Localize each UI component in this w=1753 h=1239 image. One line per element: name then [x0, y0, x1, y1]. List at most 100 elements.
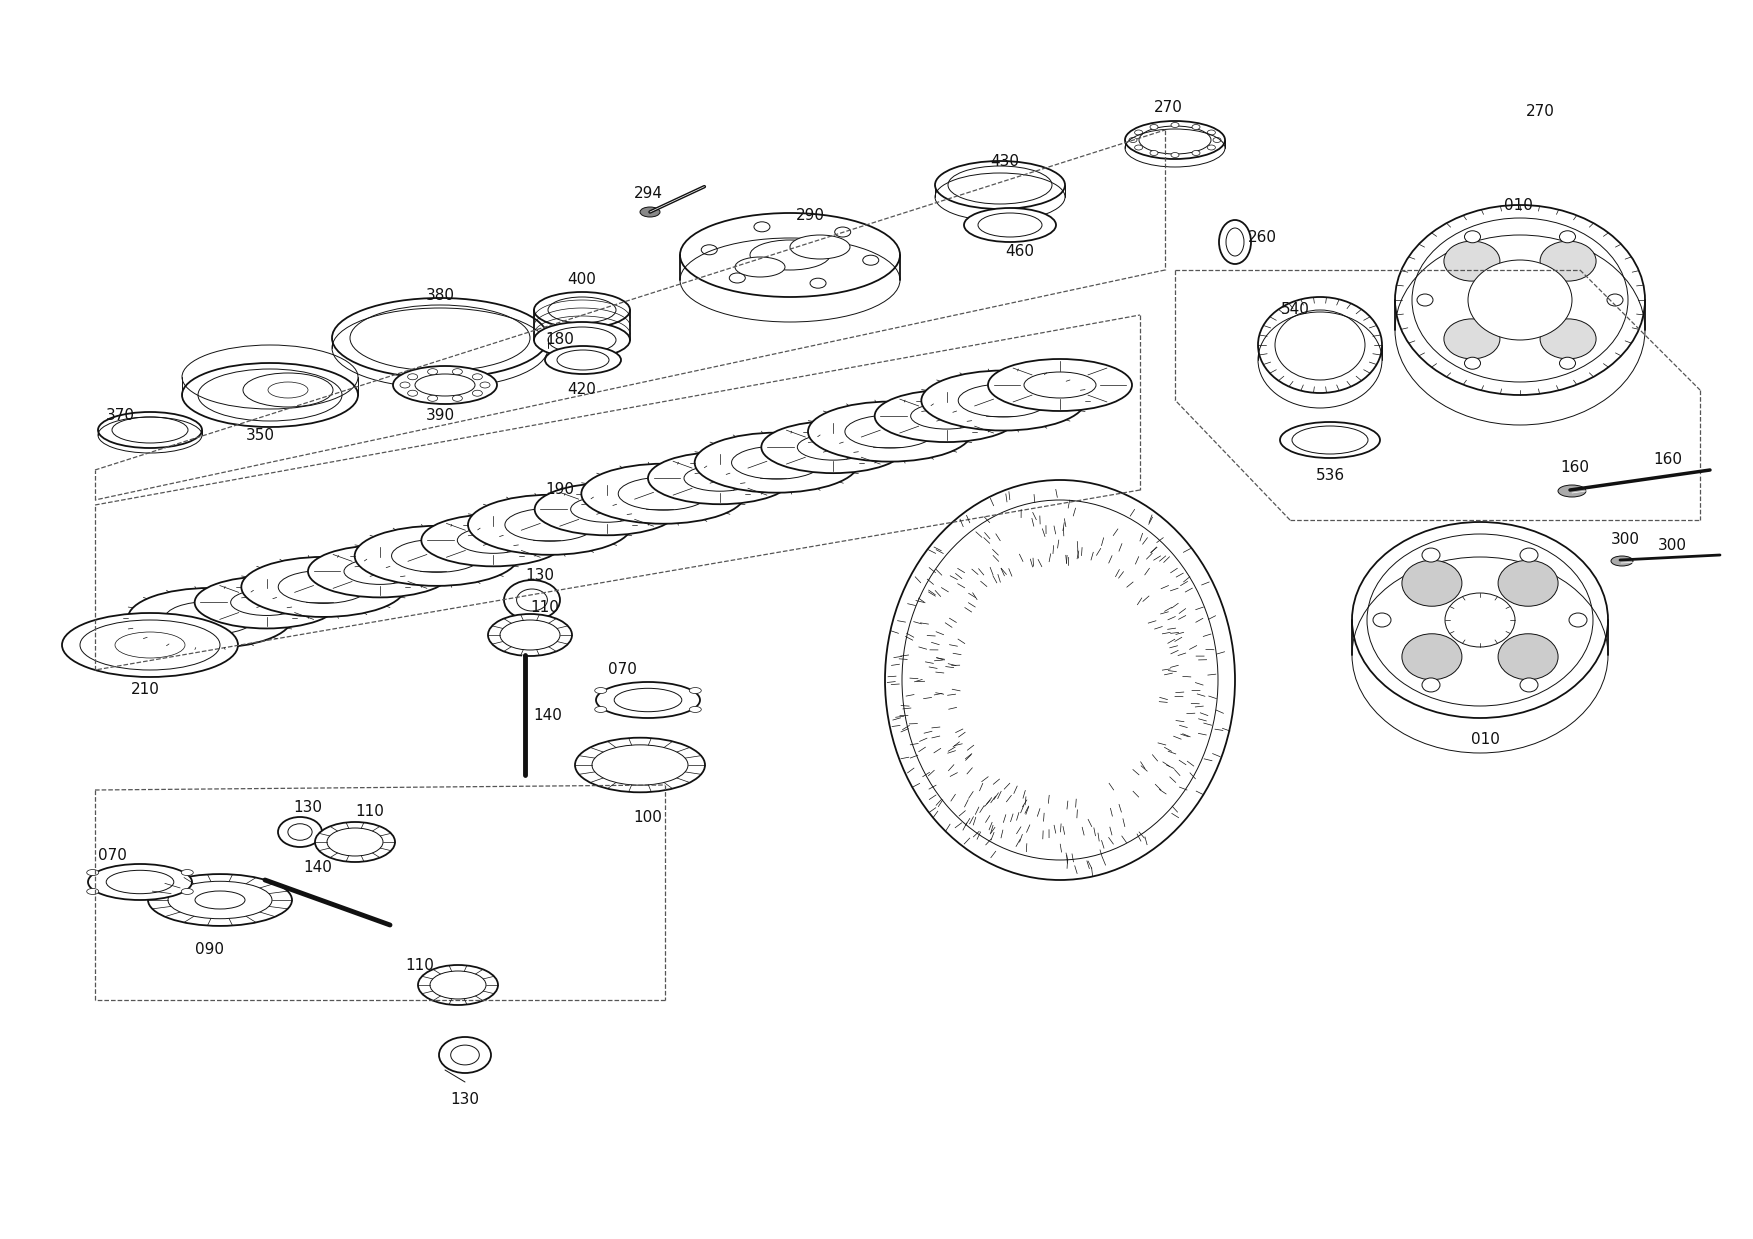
Ellipse shape — [128, 589, 293, 648]
Ellipse shape — [549, 297, 615, 323]
Text: 070: 070 — [98, 847, 126, 862]
Text: 160: 160 — [1560, 461, 1590, 476]
Ellipse shape — [81, 620, 219, 670]
Text: 300: 300 — [1658, 538, 1686, 553]
Ellipse shape — [571, 497, 643, 523]
Ellipse shape — [862, 255, 878, 265]
Ellipse shape — [535, 483, 678, 535]
Ellipse shape — [964, 208, 1055, 242]
Ellipse shape — [885, 479, 1236, 880]
Text: 540: 540 — [1280, 302, 1309, 317]
Ellipse shape — [557, 349, 608, 370]
Ellipse shape — [438, 1037, 491, 1073]
Ellipse shape — [287, 824, 312, 840]
Ellipse shape — [1213, 138, 1222, 142]
Ellipse shape — [391, 539, 482, 572]
Ellipse shape — [242, 558, 405, 617]
Ellipse shape — [1444, 242, 1501, 281]
Ellipse shape — [575, 737, 705, 792]
Ellipse shape — [279, 817, 323, 847]
Text: 390: 390 — [426, 408, 454, 422]
Ellipse shape — [279, 570, 368, 603]
Ellipse shape — [1292, 426, 1367, 453]
Text: 210: 210 — [130, 683, 160, 698]
Ellipse shape — [1499, 560, 1558, 606]
Ellipse shape — [86, 870, 98, 876]
Ellipse shape — [1225, 228, 1245, 256]
Ellipse shape — [875, 390, 1018, 442]
Text: 430: 430 — [990, 155, 1020, 170]
Ellipse shape — [116, 632, 186, 658]
Ellipse shape — [1402, 634, 1462, 680]
Text: 370: 370 — [105, 408, 135, 422]
Ellipse shape — [1395, 204, 1644, 395]
Ellipse shape — [408, 374, 417, 380]
Ellipse shape — [1218, 221, 1252, 264]
Text: 160: 160 — [1653, 452, 1683, 467]
Ellipse shape — [331, 299, 549, 378]
Ellipse shape — [978, 213, 1041, 237]
Ellipse shape — [910, 403, 983, 429]
Ellipse shape — [195, 576, 338, 628]
Ellipse shape — [393, 366, 498, 404]
Ellipse shape — [798, 434, 869, 460]
Ellipse shape — [1422, 678, 1439, 691]
Text: 270: 270 — [1153, 100, 1183, 115]
Ellipse shape — [1402, 560, 1462, 606]
Ellipse shape — [1444, 318, 1501, 359]
Text: 190: 190 — [545, 482, 575, 498]
Ellipse shape — [549, 327, 615, 353]
Ellipse shape — [244, 373, 333, 406]
Ellipse shape — [791, 235, 850, 259]
Ellipse shape — [1129, 138, 1138, 142]
Ellipse shape — [500, 620, 559, 650]
Ellipse shape — [735, 256, 785, 278]
Ellipse shape — [1274, 310, 1366, 380]
Ellipse shape — [1416, 294, 1432, 306]
Ellipse shape — [684, 465, 756, 491]
Ellipse shape — [1024, 372, 1096, 398]
Ellipse shape — [195, 891, 245, 909]
Text: 260: 260 — [1248, 230, 1276, 245]
Text: 130: 130 — [526, 569, 554, 584]
Ellipse shape — [452, 395, 463, 401]
Ellipse shape — [640, 207, 659, 217]
Ellipse shape — [400, 382, 410, 388]
Ellipse shape — [1444, 593, 1515, 647]
Ellipse shape — [309, 545, 452, 597]
Text: 294: 294 — [633, 186, 663, 201]
Ellipse shape — [694, 432, 859, 493]
Ellipse shape — [1139, 126, 1211, 154]
Text: 010: 010 — [1471, 732, 1499, 747]
Ellipse shape — [351, 305, 529, 370]
Ellipse shape — [415, 374, 475, 396]
Ellipse shape — [810, 279, 826, 289]
Ellipse shape — [112, 418, 188, 444]
Ellipse shape — [1171, 123, 1180, 128]
Ellipse shape — [1541, 318, 1595, 359]
Ellipse shape — [429, 971, 486, 999]
Ellipse shape — [88, 864, 193, 900]
Ellipse shape — [535, 292, 629, 328]
Ellipse shape — [165, 601, 256, 634]
Ellipse shape — [903, 501, 1218, 860]
Ellipse shape — [517, 589, 547, 611]
Text: 400: 400 — [568, 273, 596, 287]
Ellipse shape — [808, 401, 971, 462]
Ellipse shape — [1280, 422, 1380, 458]
Ellipse shape — [761, 421, 905, 473]
Ellipse shape — [596, 681, 699, 717]
Text: 536: 536 — [1315, 467, 1345, 482]
Ellipse shape — [316, 821, 394, 862]
Ellipse shape — [593, 745, 687, 786]
Ellipse shape — [147, 873, 293, 926]
Ellipse shape — [948, 166, 1052, 204]
Ellipse shape — [344, 559, 415, 585]
Ellipse shape — [408, 390, 417, 396]
Text: 130: 130 — [293, 800, 323, 815]
Text: 090: 090 — [196, 943, 224, 958]
Ellipse shape — [729, 273, 745, 282]
Ellipse shape — [268, 382, 309, 398]
Ellipse shape — [452, 369, 463, 374]
Ellipse shape — [582, 463, 745, 524]
